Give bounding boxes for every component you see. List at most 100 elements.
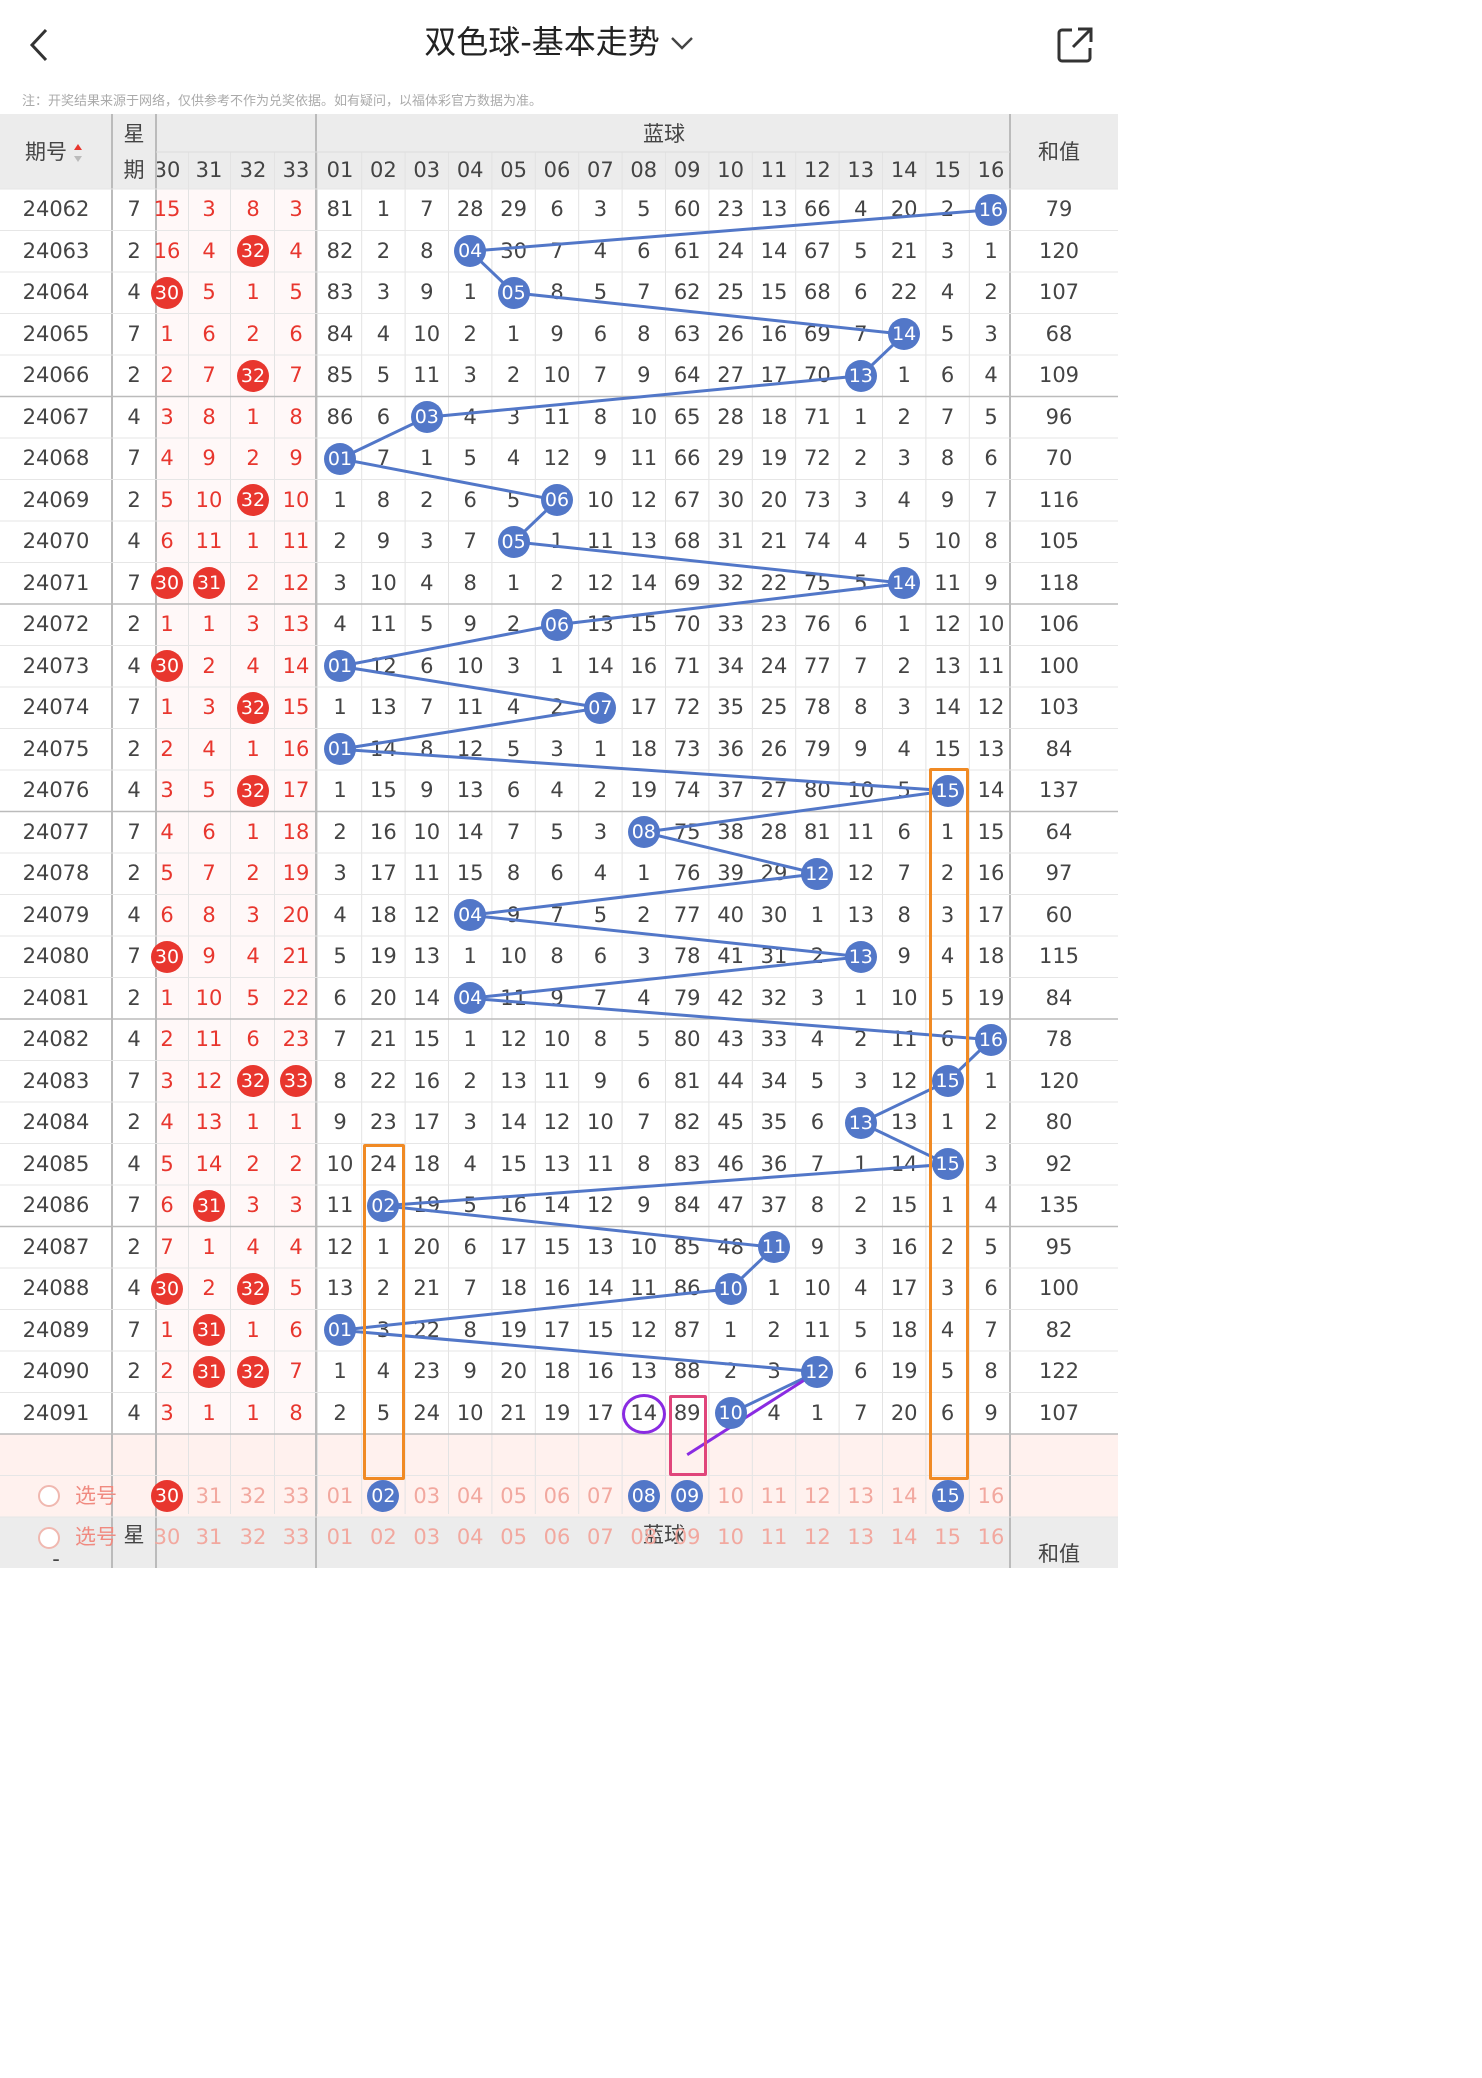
blue-miss-cell: 4 bbox=[854, 197, 868, 221]
red-miss-cell: 2 bbox=[246, 861, 260, 885]
blue-miss-cell: 81 bbox=[804, 819, 831, 844]
select-blue-option[interactable]: 04 bbox=[456, 1525, 484, 1549]
sum-cell: 79 bbox=[1045, 197, 1073, 221]
blue-miss-cell: 12 bbox=[934, 612, 961, 636]
blue-miss-cell: 6 bbox=[550, 861, 564, 885]
blue-miss-cell: 3 bbox=[463, 1110, 477, 1134]
purple-circle-14 bbox=[621, 1393, 666, 1434]
select-blue-option[interactable]: 12 bbox=[804, 1483, 831, 1508]
chevron-down-icon bbox=[670, 31, 694, 56]
select-blue-option[interactable]: 15 bbox=[934, 1525, 961, 1549]
blue-miss-cell: 75 bbox=[804, 570, 831, 595]
select-radio[interactable] bbox=[38, 1526, 60, 1549]
select-red-option[interactable]: 30 bbox=[153, 1525, 181, 1549]
select-blue-option[interactable]: 04 bbox=[456, 1483, 484, 1508]
select-blue-ball[interactable]: 02 bbox=[367, 1480, 400, 1513]
blue-miss-cell: 4 bbox=[897, 736, 911, 761]
select-blue-ball[interactable]: 08 bbox=[627, 1480, 660, 1513]
column-blue-11: 11 bbox=[760, 158, 788, 182]
blue-miss-cell: 14 bbox=[543, 1193, 571, 1217]
select-blue-ball[interactable]: 09 bbox=[671, 1480, 704, 1513]
blue-miss-cell: 9 bbox=[810, 1234, 825, 1259]
select-blue-option[interactable]: 05 bbox=[500, 1525, 527, 1549]
select-radio[interactable] bbox=[38, 1485, 60, 1508]
red-miss-cell: 2 bbox=[246, 570, 260, 595]
blue-miss-cell: 81 bbox=[673, 1068, 701, 1093]
select-blue-option[interactable]: 11 bbox=[760, 1525, 788, 1549]
select-red-ball[interactable]: 30 bbox=[151, 1480, 183, 1513]
red-miss-cell: 5 bbox=[202, 778, 216, 802]
select-blue-option[interactable]: 07 bbox=[587, 1525, 614, 1549]
select-blue-option[interactable]: 06 bbox=[543, 1525, 571, 1549]
title-dropdown[interactable]: 双色球-基本走势 bbox=[0, 22, 1118, 64]
select-blue-option[interactable]: 10 bbox=[717, 1483, 744, 1508]
blue-miss-cell: 4 bbox=[854, 1276, 868, 1300]
blue-miss-cell: 4 bbox=[810, 1027, 825, 1051]
select-red-option[interactable]: 33 bbox=[282, 1483, 310, 1508]
blue-miss-cell: 8 bbox=[550, 944, 564, 968]
red-miss-cell: 7 bbox=[202, 861, 216, 885]
select-blue-option[interactable]: 01 bbox=[326, 1483, 354, 1508]
blue-ball-hit: 01 bbox=[324, 1314, 356, 1347]
blue-miss-cell: 7 bbox=[810, 1151, 825, 1176]
select-label[interactable]: 选号 bbox=[75, 1525, 117, 1549]
blue-miss-cell: 13 bbox=[630, 529, 658, 553]
select-blue-option[interactable]: 07 bbox=[587, 1483, 614, 1508]
blue-miss-cell: 9 bbox=[376, 529, 391, 553]
select-blue-option[interactable]: 13 bbox=[847, 1483, 875, 1508]
blue-miss-cell: 6 bbox=[854, 280, 868, 304]
select-blue-option[interactable]: 14 bbox=[890, 1525, 918, 1549]
red-miss-cell: 4 bbox=[289, 1234, 303, 1259]
blue-miss-cell: 2 bbox=[984, 280, 998, 304]
blue-miss-cell: 10 bbox=[890, 985, 918, 1010]
blue-miss-cell: 15 bbox=[977, 819, 1005, 844]
select-red-option[interactable]: 33 bbox=[282, 1525, 310, 1549]
select-blue-option[interactable]: 14 bbox=[890, 1483, 918, 1508]
blue-miss-cell: 21 bbox=[500, 1400, 527, 1425]
blue-miss-cell: 4 bbox=[593, 861, 608, 885]
select-blue-option[interactable]: 03 bbox=[413, 1483, 441, 1508]
select-blue-option[interactable]: 16 bbox=[977, 1525, 1005, 1549]
sort-icon[interactable] bbox=[73, 142, 83, 164]
column-sum: 和值 bbox=[1038, 140, 1080, 164]
blue-miss-cell: 13 bbox=[977, 736, 1005, 761]
red-miss-cell: 16 bbox=[153, 238, 181, 263]
weekday-cell: 2 bbox=[127, 1359, 141, 1383]
column-blue-14: 14 bbox=[890, 158, 918, 182]
red-miss-cell: 10 bbox=[195, 487, 223, 512]
blue-miss-cell: 2 bbox=[333, 529, 347, 553]
share-button[interactable] bbox=[1056, 26, 1094, 68]
select-blue-option[interactable]: 03 bbox=[413, 1525, 441, 1549]
blue-miss-cell: 26 bbox=[717, 321, 744, 346]
select-blue-option[interactable]: 05 bbox=[500, 1483, 527, 1508]
select-blue-ball[interactable]: 15 bbox=[931, 1480, 964, 1513]
select-blue-option[interactable]: 12 bbox=[804, 1525, 831, 1549]
blue-miss-cell: 12 bbox=[977, 695, 1005, 719]
sum-cell: 137 bbox=[1038, 778, 1080, 802]
issue-cell: 24079 bbox=[22, 902, 90, 927]
blue-miss-cell: 5 bbox=[854, 570, 868, 595]
red-miss-cell: 4 bbox=[202, 238, 216, 263]
back-button[interactable] bbox=[28, 28, 50, 66]
weekday-cell: 2 bbox=[127, 985, 141, 1010]
select-blue-option[interactable]: 09 bbox=[673, 1525, 701, 1549]
select-blue-option[interactable]: 06 bbox=[543, 1483, 571, 1508]
red-miss-cell: 20 bbox=[282, 902, 310, 927]
blue-ball-hit: 05 bbox=[497, 525, 530, 558]
select-blue-option[interactable]: 02 bbox=[370, 1525, 397, 1549]
select-red-option[interactable]: 32 bbox=[239, 1525, 267, 1549]
select-red-option[interactable]: 32 bbox=[239, 1483, 267, 1508]
blue-miss-cell: 11 bbox=[413, 363, 441, 387]
select-label[interactable]: 选号 bbox=[75, 1483, 117, 1508]
select-blue-option[interactable]: 10 bbox=[717, 1525, 744, 1549]
blue-miss-cell: 3 bbox=[376, 280, 391, 304]
blue-miss-cell: 29 bbox=[717, 446, 744, 470]
select-red-option[interactable]: 31 bbox=[195, 1525, 223, 1549]
select-blue-option[interactable]: 08 bbox=[630, 1525, 658, 1549]
select-blue-option[interactable]: 01 bbox=[326, 1525, 354, 1549]
select-red-option[interactable]: 31 bbox=[195, 1483, 223, 1508]
blue-miss-cell: 10 bbox=[804, 1276, 831, 1300]
select-blue-option[interactable]: 13 bbox=[847, 1525, 875, 1549]
select-blue-option[interactable]: 11 bbox=[760, 1483, 788, 1508]
select-blue-option[interactable]: 16 bbox=[977, 1483, 1005, 1508]
